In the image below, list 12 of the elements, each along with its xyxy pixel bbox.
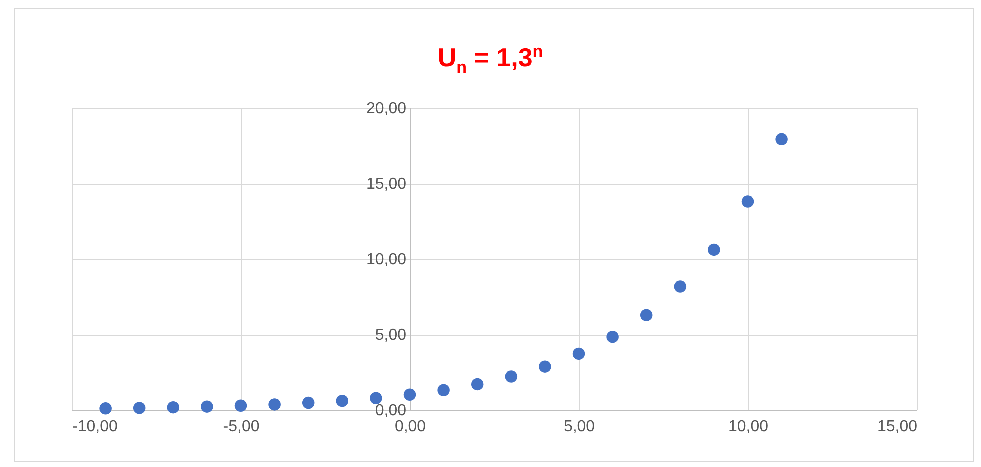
x-tick-label: -10,00 — [72, 418, 118, 436]
y-tick-label: 20,00 — [366, 100, 407, 118]
chart-title: U$_{n}$ = 1,3$^{n}$ — [436, 42, 544, 78]
y-tick-label: 10,00 — [366, 252, 407, 268]
x-tick-label: -5,00 — [223, 418, 260, 436]
x-tick-label: 5,00 — [564, 418, 596, 436]
y-tick-label: 5,00 — [375, 327, 407, 344]
x-tick-label: 0,00 — [394, 418, 426, 436]
y-tick-label: 0,00 — [375, 402, 407, 420]
x-tick-label: 15,00 — [877, 418, 918, 436]
x-tick-label: 10,00 — [728, 418, 769, 436]
y-tick-label: 15,00 — [366, 176, 407, 193]
